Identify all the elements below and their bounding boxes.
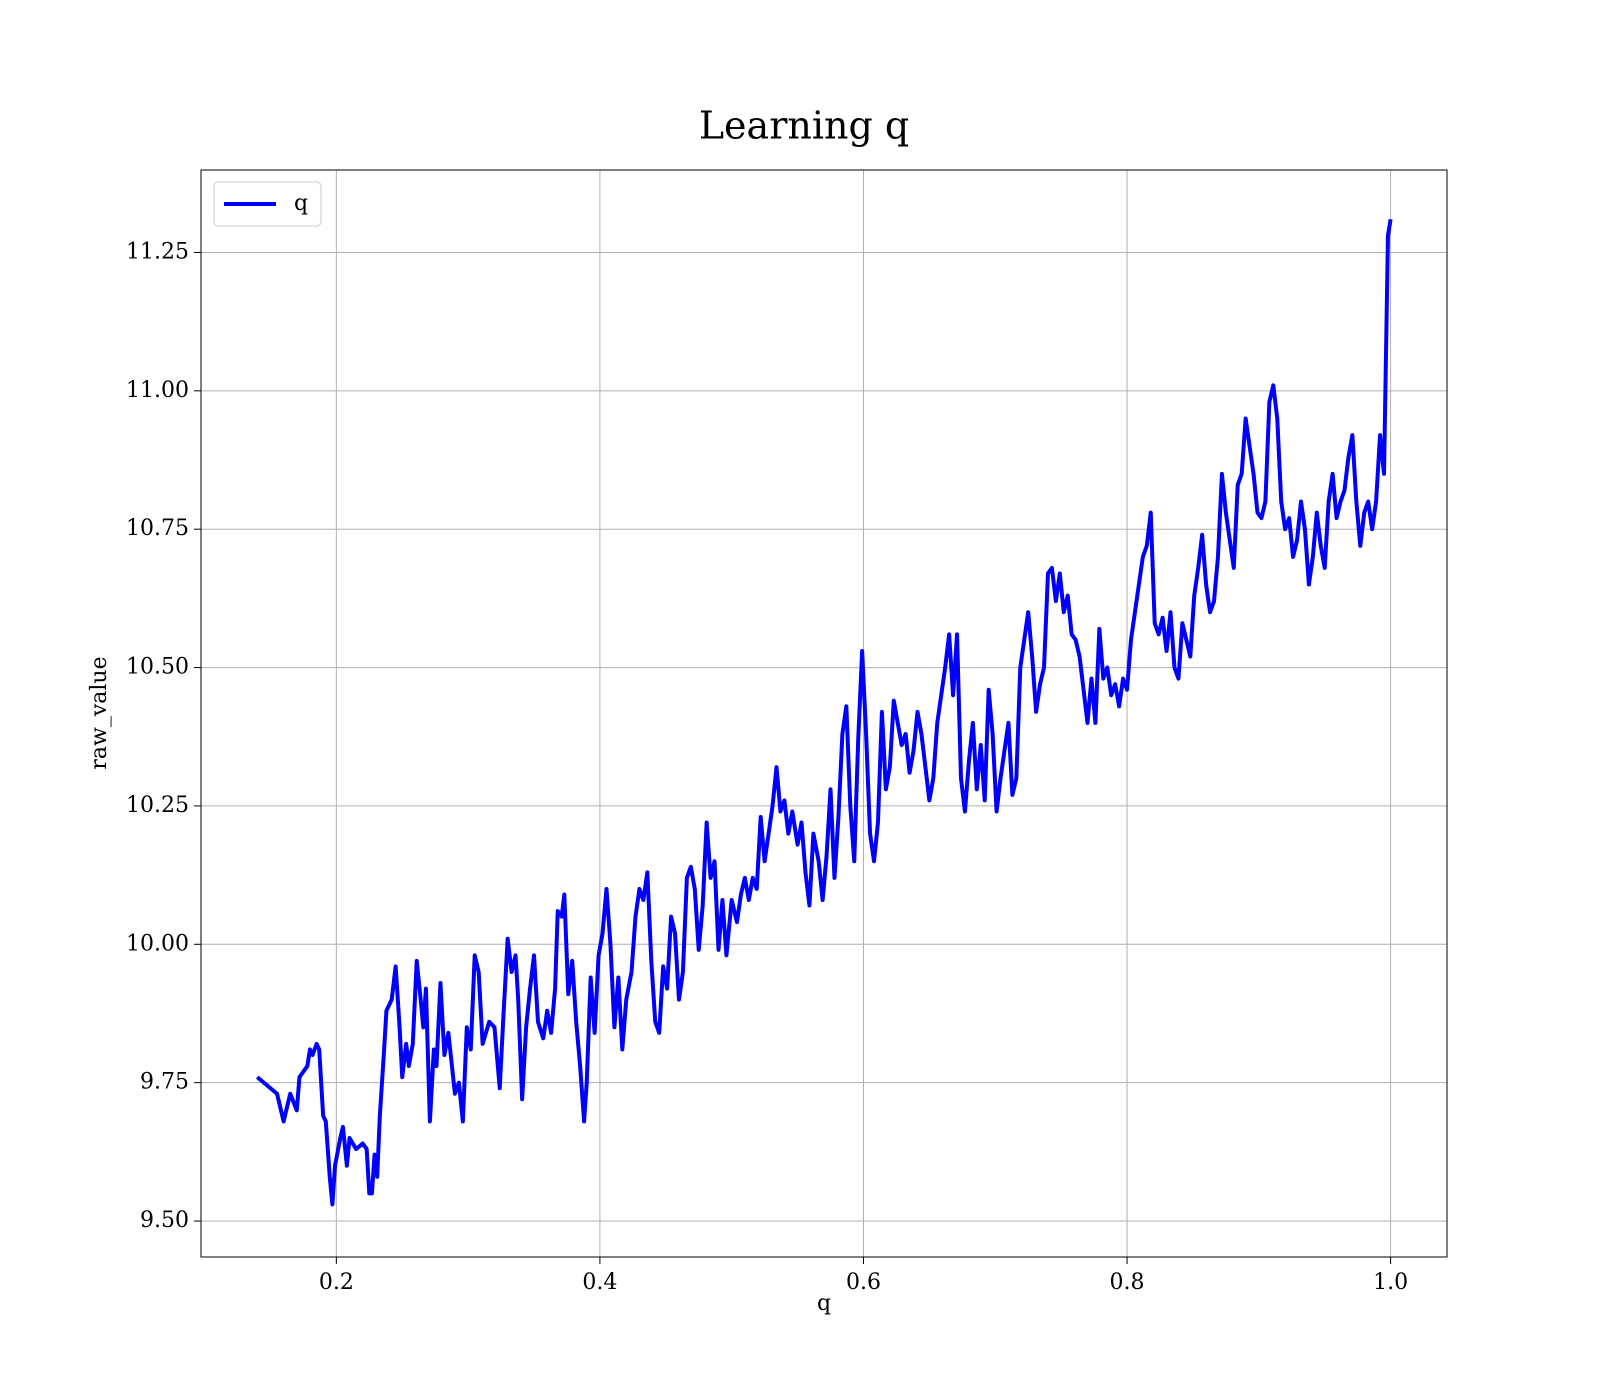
x-tick-label: 0.6: [846, 1270, 881, 1295]
y-tick-label: 11.00: [126, 378, 189, 403]
x-tick-label: 0.8: [1110, 1270, 1145, 1295]
data-line: [255, 218, 1393, 1207]
y-tick-label: 10.00: [126, 931, 189, 956]
x-axis-label: q: [817, 1291, 831, 1316]
y-tick-label: 9.50: [140, 1208, 189, 1233]
chart-title: Learning q: [699, 104, 909, 148]
y-tick-label: 9.75: [140, 1070, 189, 1095]
x-tick-label: 0.4: [582, 1270, 617, 1295]
plot-frame: [200, 169, 1448, 1258]
x-tick-label: 1.0: [1373, 1270, 1408, 1295]
x-tick-label: 0.2: [319, 1270, 354, 1295]
y-tick-label: 10.25: [126, 793, 189, 818]
legend-label: q: [294, 191, 308, 216]
y-axis-label: raw_value: [87, 656, 112, 769]
y-tick-label: 10.50: [126, 655, 189, 680]
y-tick-label: 10.75: [126, 516, 189, 541]
y-tick-label: 11.25: [126, 239, 189, 264]
